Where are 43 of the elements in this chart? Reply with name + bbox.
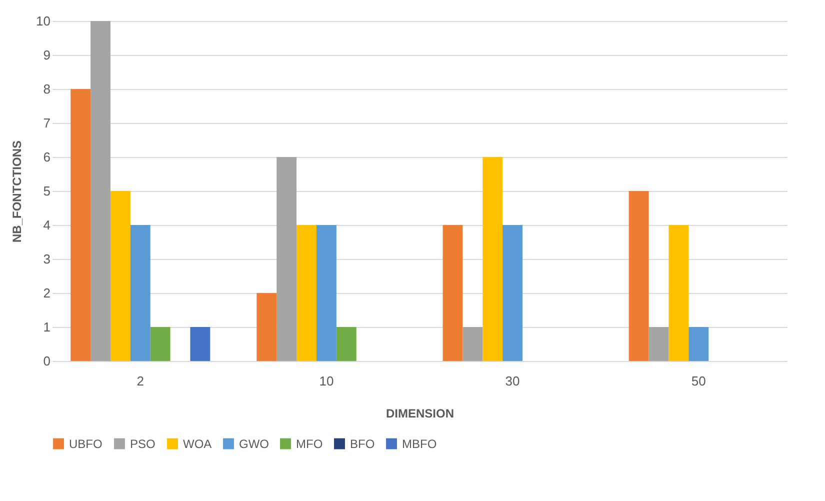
bar bbox=[130, 225, 150, 361]
x-tick-label: 30 bbox=[505, 374, 520, 388]
bar bbox=[668, 225, 689, 361]
legend-label: MFO bbox=[296, 436, 323, 451]
bar bbox=[90, 21, 110, 361]
y-tick-label: 9 bbox=[43, 48, 50, 62]
bar bbox=[110, 191, 130, 361]
y-tick-label: 4 bbox=[43, 218, 50, 232]
bar bbox=[442, 225, 463, 361]
y-tick-label: 5 bbox=[43, 184, 50, 198]
legend-label: UBFO bbox=[69, 436, 102, 451]
x-tick-label: 2 bbox=[136, 374, 144, 388]
y-tick-label: 1 bbox=[43, 320, 50, 334]
legend-label: MBFO bbox=[402, 436, 437, 451]
bar bbox=[70, 89, 91, 361]
bar bbox=[462, 327, 483, 361]
x-tick-label: 50 bbox=[691, 374, 706, 388]
bar bbox=[502, 225, 523, 361]
y-tick-label: 7 bbox=[43, 116, 50, 130]
y-tick-label: 10 bbox=[36, 14, 50, 28]
bar bbox=[628, 191, 649, 361]
y-tick-label: 0 bbox=[43, 354, 50, 368]
bar bbox=[688, 327, 709, 361]
x-axis-title: DIMENSION bbox=[386, 406, 454, 420]
legend-label: BFO bbox=[350, 436, 375, 451]
legend-label: GWO bbox=[239, 436, 269, 451]
y-tick-label: 2 bbox=[43, 286, 50, 300]
bar bbox=[150, 327, 170, 361]
bar bbox=[256, 293, 277, 361]
x-tick-label: 10 bbox=[319, 374, 334, 388]
bar bbox=[648, 327, 669, 361]
y-tick-label: 8 bbox=[43, 82, 50, 96]
legend-label: PSO bbox=[130, 436, 156, 451]
bar bbox=[296, 225, 316, 361]
bar bbox=[336, 327, 356, 361]
y-tick-label: 3 bbox=[43, 252, 50, 266]
bar bbox=[482, 157, 503, 361]
bar bbox=[276, 157, 297, 361]
bar bbox=[316, 225, 336, 361]
legend-label: WOA bbox=[183, 436, 212, 451]
y-tick-label: 6 bbox=[43, 150, 50, 164]
bar bbox=[190, 327, 210, 361]
y-axis-title: NB_FONTCTIONS bbox=[10, 140, 24, 242]
